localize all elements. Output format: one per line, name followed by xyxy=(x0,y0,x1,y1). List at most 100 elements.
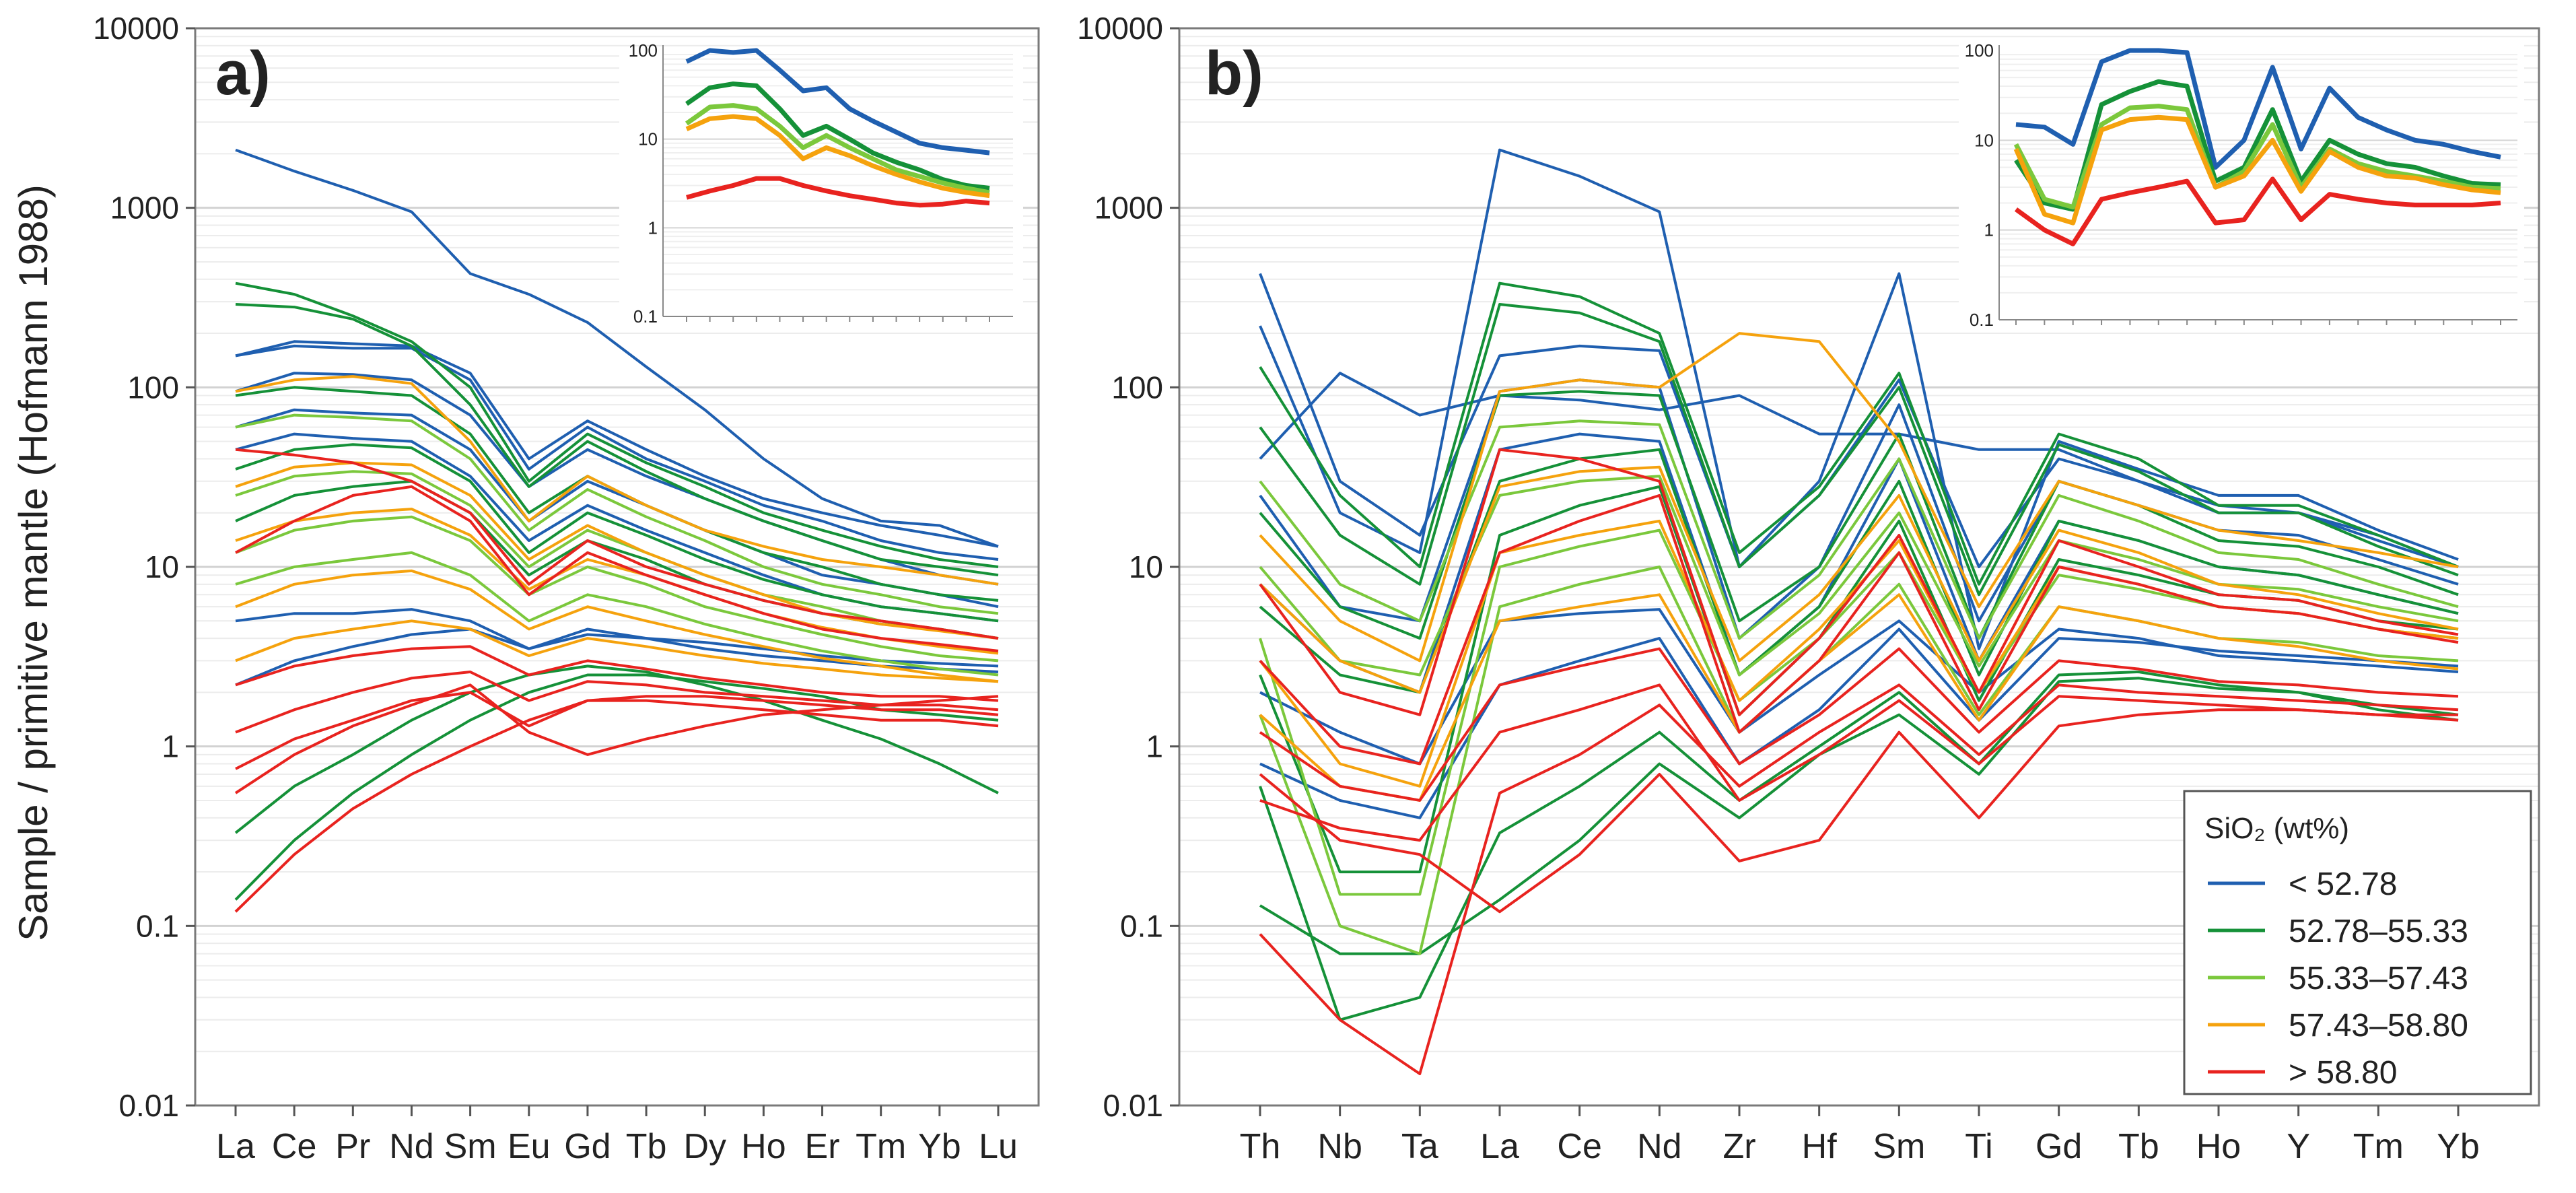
panel-a-y-tick-label: 1 xyxy=(162,729,179,764)
panel-b-x-tick-label: Gd xyxy=(2035,1127,2082,1166)
panel-b-y-tick-label: 0.01 xyxy=(1103,1088,1163,1123)
panel-b-x-tick-label: Zr xyxy=(1722,1127,1755,1166)
panel-a-x-tick-label: La xyxy=(216,1127,255,1166)
panel-b-series-line-6 xyxy=(1259,627,2459,819)
legend-entry-label-1: 52.78–55.33 xyxy=(2289,914,2468,949)
panel-b-series-line-22 xyxy=(1259,448,2459,716)
panel-a-series-line-20 xyxy=(235,461,999,640)
y-axis-title: Sample / primitive mantle (Hofmann 1988) xyxy=(11,184,56,941)
panel-a-x-tick-label: Tm xyxy=(856,1127,906,1166)
panel-b-y-tick-label: 10 xyxy=(1129,549,1163,584)
legend-entry-label-3: 57.43–58.80 xyxy=(2289,1008,2468,1044)
legend-entry-label-0: < 52.78 xyxy=(2289,866,2397,902)
panel-a-series-line-17 xyxy=(235,515,999,662)
panel-a-axes: 0.01 0.1 1 10 100 1000 10000 La Ce Pr Nd Sm Eu Gd Tb Dy… xyxy=(93,11,1018,1166)
panel-a-inset-series-line-4 xyxy=(686,176,990,208)
legend: SiO₂ (wt%) < 52.78 52.78–55.33 55.33–57.43… xyxy=(2183,790,2532,1095)
panel-a-x-tick-label: Tb xyxy=(626,1127,667,1166)
panel-a-x-tick-label: Dy xyxy=(683,1127,726,1166)
panel-b-y-tick-label: 0.1 xyxy=(1120,908,1163,943)
panel-a-series-line-30 xyxy=(234,695,999,913)
panel-a-x-tick-label: Lu xyxy=(979,1127,1018,1166)
panel-a-inset-axes: 0.1 1 10 100 xyxy=(629,40,1013,327)
panel-b-series-line-1 xyxy=(1259,148,2459,650)
panel-a-chart: 0.01 0.1 1 10 100 1000 10000 La Ce Pr Nd Sm Eu Gd Tb Dy… xyxy=(93,11,1040,1166)
panel-b-series-line-12 xyxy=(1259,671,2459,1021)
panel-b-series-line-25 xyxy=(1259,683,2459,1075)
panel-b-inset-lines xyxy=(2013,48,2501,246)
panel-b-x-tick-label: Sm xyxy=(1873,1127,1925,1166)
panel-b-inset-axes: 0.1 1 10 100 xyxy=(1965,40,2517,330)
panel-a-series-line-29 xyxy=(234,683,999,794)
panel-b-series-line-24 xyxy=(1259,647,2459,802)
panel-a-y-tick-label: 10 xyxy=(145,549,179,584)
panel-a-label: a) xyxy=(215,39,271,108)
panel-a-series-line-13 xyxy=(234,664,999,834)
panel-a-series-line-18 xyxy=(235,551,999,677)
panel-b-x-tick-label: La xyxy=(1480,1127,1519,1166)
panel-a-series-line-15 xyxy=(235,413,999,615)
legend-entry-label-4: > 58.80 xyxy=(2289,1055,2397,1091)
panel-b-series-line-13 xyxy=(1259,677,2459,955)
panel-a-inset-y-tick-label: 100 xyxy=(629,40,658,61)
panel-b-lines xyxy=(1259,148,2459,1075)
panel-b-x-tick-label: Nb xyxy=(1317,1127,1362,1166)
panel-a-inset-series-line-2 xyxy=(685,103,990,195)
panel-b-inset-series-line-0 xyxy=(2015,48,2501,170)
panel-b-series-line-18 xyxy=(1259,332,2459,662)
panel-b-series-line-26 xyxy=(1259,708,2458,914)
panel-b-series-line-2 xyxy=(1259,372,2459,568)
panel-b-x-tick-label: Tm xyxy=(2353,1127,2404,1166)
panel-a-series-line-14 xyxy=(234,673,999,901)
panel-b-chart: 0.01 0.1 1 10 100 1000 10000 Th Nb Ta La Ce Nd Zr Hf Sm… xyxy=(1077,11,2540,1166)
panel-b-x-tick-label: Hf xyxy=(1802,1127,1838,1166)
panel-a-x-tick-label: Gd xyxy=(564,1127,611,1166)
panel-a-series-line-28 xyxy=(235,691,999,770)
panel-b-inset-y-tick-label: 10 xyxy=(1974,130,1994,150)
panel-b-x-tick-label: Ce xyxy=(1557,1127,1601,1166)
legend-entry-label-2: 55.33–57.43 xyxy=(2289,961,2468,996)
panel-b-series-line-23 xyxy=(1259,493,2459,765)
panel-a-x-tick-label: Pr xyxy=(335,1127,370,1166)
panel-b-inset-y-tick-label: 100 xyxy=(1965,40,1994,61)
panel-a-inset-series-line-0 xyxy=(685,48,990,156)
panel-a-y-tick-label: 10000 xyxy=(93,11,179,46)
panel-a-inset-y-tick-label: 0.1 xyxy=(633,306,658,327)
panel-b-x-tick-label: Ho xyxy=(2196,1127,2241,1166)
panel-b-x-tick-label: Ta xyxy=(1401,1127,1438,1166)
panel-a-series-line-19 xyxy=(235,375,999,586)
panel-b-axes: 0.01 0.1 1 10 100 1000 10000 Th Nb Ta La Ce Nd Zr Hf Sm… xyxy=(1077,11,2480,1166)
panel-a-series-line-25 xyxy=(235,485,999,652)
panel-a-series-line-2 xyxy=(235,344,999,561)
panel-b-series-line-3 xyxy=(1259,378,2459,640)
panel-b-inset-series-line-1 xyxy=(2014,79,2501,212)
panel-a-y-tick-label: 1000 xyxy=(110,191,179,226)
panel-a-y-tick-label: 0.01 xyxy=(118,1088,179,1123)
panel-b-x-tick-label: Tb xyxy=(2118,1127,2159,1166)
panel-b-inset-y-tick-label: 1 xyxy=(1984,220,1994,240)
panel-b-y-tick-label: 100 xyxy=(1111,370,1163,405)
panel-a-inset: 0.1 1 10 100 xyxy=(619,40,1023,327)
panel-b-series-line-9 xyxy=(1259,390,2459,640)
panel-b-y-tick-label: 1000 xyxy=(1094,191,1163,226)
panel-a-inset-grid xyxy=(663,54,1013,317)
panel-a-x-tick-label: Eu xyxy=(508,1127,551,1166)
panel-b-series-line-7 xyxy=(1259,281,2459,586)
panel-a-x-tick-label: Yb xyxy=(918,1127,961,1166)
panel-a-x-tick-label: Nd xyxy=(389,1127,433,1166)
panel-b-y-tick-label: 1 xyxy=(1146,729,1163,764)
legend-entries: < 52.78 52.78–55.33 55.33–57.43 57.43–58.80… xyxy=(2208,866,2468,1091)
panel-a-inset-series-line-1 xyxy=(685,81,990,191)
panel-a-y-tick-label: 100 xyxy=(127,370,179,405)
panel-b-series-line-19 xyxy=(1259,465,2459,694)
panel-b-series-line-27 xyxy=(1259,683,2459,842)
panel-a-x-tick-label: Ho xyxy=(741,1127,786,1166)
panel-b-x-tick-label: Th xyxy=(1240,1127,1281,1166)
panel-a-x-tick-label: Er xyxy=(805,1127,840,1166)
panel-a-x-tick-label: Sm xyxy=(444,1127,497,1166)
panel-a-series-line-0 xyxy=(235,148,999,548)
panel-b-inset-y-tick-label: 0.1 xyxy=(1970,310,1994,330)
panel-a-x-tick-label: Ce xyxy=(272,1127,316,1166)
panel-b-y-tick-label: 10000 xyxy=(1077,11,1163,46)
